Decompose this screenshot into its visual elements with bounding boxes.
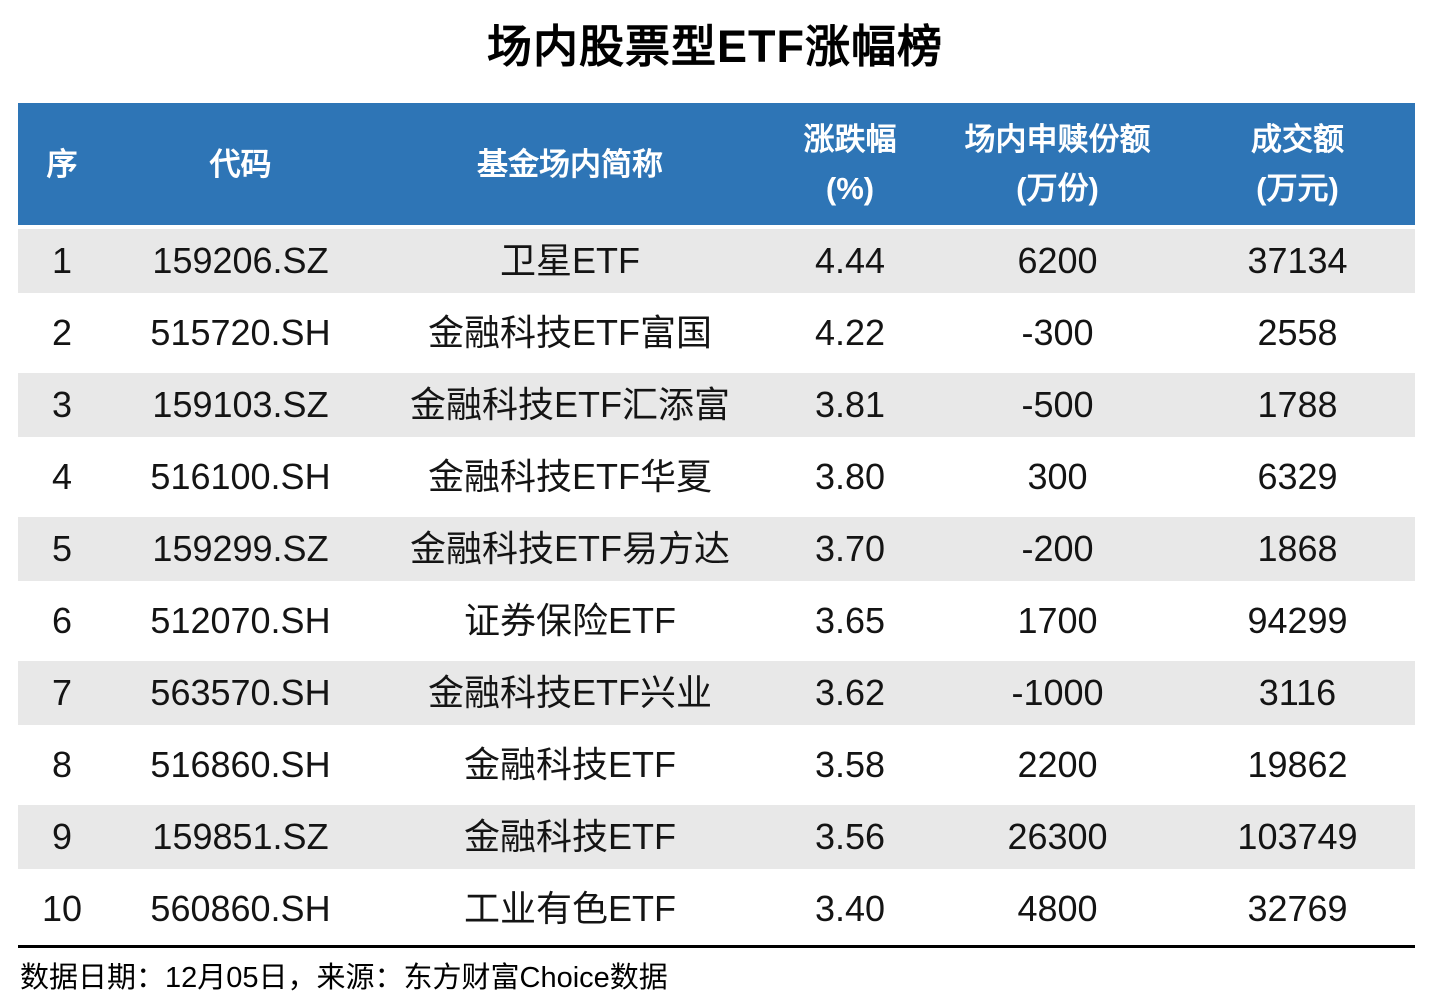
cell-turnover: 32769	[1247, 888, 1348, 929]
cell-turnover: 2558	[1257, 312, 1338, 353]
cell-seq: 2	[51, 312, 73, 353]
cell-seq: 10	[41, 888, 83, 929]
cell-fund-name: 金融科技ETF汇添富	[410, 384, 730, 425]
cell-turnover: 19862	[1247, 744, 1348, 785]
cell-fund-name: 金融科技ETF华夏	[428, 456, 712, 497]
cell-shares: -200	[1021, 528, 1094, 569]
cell-seq: 4	[51, 456, 73, 497]
cell-seq: 6	[51, 600, 73, 641]
footer-divider	[18, 945, 1415, 948]
cell-change: 3.70	[814, 528, 886, 569]
column-header-unit: (万份)	[1016, 171, 1099, 206]
cell-fund-name: 金融科技ETF易方达	[410, 528, 730, 569]
column-header-label: 序	[46, 146, 78, 182]
column-header-shares: 场内申赎份额 (万份)	[935, 103, 1180, 225]
column-header-unit: (万元)	[1256, 171, 1339, 206]
cell-turnover: 3116	[1258, 672, 1337, 713]
cell-change: 3.56	[814, 816, 886, 857]
column-header-seq: 序	[18, 103, 106, 225]
cell-code: 560860.SH	[150, 888, 331, 929]
cell-seq: 5	[51, 528, 73, 569]
cell-code: 159299.SZ	[152, 528, 329, 569]
cell-seq: 7	[51, 672, 73, 713]
cell-seq: 1	[51, 240, 73, 281]
column-header-label: 代码	[209, 146, 272, 182]
data-source-note: 数据日期：12月05日，来源：东方财富Choice数据	[20, 962, 668, 994]
table-row: 6 512070.SH 证券保险ETF 3.65 1700 94299	[18, 585, 1415, 657]
cell-shares: 26300	[1007, 816, 1108, 857]
cell-change: 3.58	[814, 744, 886, 785]
cell-fund-name: 金融科技ETF兴业	[428, 672, 712, 713]
page-title: 场内股票型ETF涨幅榜	[487, 21, 943, 72]
cell-fund-name: 工业有色ETF	[464, 888, 676, 929]
cell-turnover: 94299	[1247, 600, 1348, 641]
cell-turnover: 37134	[1247, 240, 1348, 281]
table-row: 8 516860.SH 金融科技ETF 3.58 2200 19862	[18, 729, 1415, 801]
column-header-fund-name: 基金场内简称	[375, 103, 765, 225]
column-header-unit: (%)	[825, 171, 875, 206]
cell-fund-name: 卫星ETF	[500, 240, 640, 281]
cell-shares: 4800	[1017, 888, 1098, 929]
cell-change: 3.62	[814, 672, 886, 713]
cell-fund-name: 金融科技ETF	[464, 816, 676, 857]
cell-shares: -300	[1021, 312, 1094, 353]
table-row: 10 560860.SH 工业有色ETF 3.40 4800 32769	[18, 873, 1415, 945]
etf-gainers-table: 序 代码 基金场内简称 涨跌幅 (%) 场内申赎份额 (万份) 成交额 (万元)…	[18, 103, 1415, 945]
table-row: 2 515720.SH 金融科技ETF富国 4.22 -300 2558	[18, 297, 1415, 369]
column-header-turnover: 成交额 (万元)	[1180, 103, 1415, 225]
table-row: 4 516100.SH 金融科技ETF华夏 3.80 300 6329	[18, 441, 1415, 513]
cell-code: 563570.SH	[150, 672, 331, 713]
column-header-label: 基金场内简称	[477, 146, 663, 182]
table-row: 9 159851.SZ 金融科技ETF 3.56 26300 103749	[18, 801, 1415, 873]
cell-code: 159851.SZ	[152, 816, 329, 857]
cell-code: 516100.SH	[150, 456, 331, 497]
cell-shares: 300	[1027, 456, 1088, 497]
column-header-label: 场内申赎份额	[964, 122, 1151, 157]
cell-shares: 2200	[1017, 744, 1098, 785]
cell-change: 3.81	[814, 384, 886, 425]
cell-turnover: 103749	[1237, 816, 1358, 857]
cell-change: 3.80	[814, 456, 886, 497]
cell-change: 3.65	[814, 600, 886, 641]
table-row: 5 159299.SZ 金融科技ETF易方达 3.70 -200 1868	[18, 513, 1415, 585]
cell-seq: 8	[51, 744, 73, 785]
table-row: 7 563570.SH 金融科技ETF兴业 3.62 -1000 3116	[18, 657, 1415, 729]
column-header-change: 涨跌幅 (%)	[765, 103, 935, 225]
cell-code: 515720.SH	[150, 312, 331, 353]
column-header-label: 涨跌幅	[803, 122, 897, 157]
column-header-label: 成交额	[1251, 122, 1344, 157]
column-header-code: 代码	[106, 103, 375, 225]
cell-seq: 3	[51, 384, 73, 425]
cell-fund-name: 证券保险ETF	[464, 600, 676, 641]
cell-fund-name: 金融科技ETF	[464, 744, 676, 785]
cell-change: 3.40	[814, 888, 886, 929]
cell-change: 4.44	[814, 240, 886, 281]
cell-shares: -1000	[1011, 672, 1104, 713]
cell-turnover: 1868	[1257, 528, 1338, 569]
cell-code: 512070.SH	[150, 600, 331, 641]
cell-shares: 1700	[1017, 600, 1098, 641]
cell-shares: -500	[1021, 384, 1094, 425]
cell-fund-name: 金融科技ETF富国	[428, 312, 712, 353]
cell-shares: 6200	[1017, 240, 1098, 281]
cell-code: 159206.SZ	[152, 240, 329, 281]
cell-turnover: 1788	[1257, 384, 1338, 425]
table-row: 3 159103.SZ 金融科技ETF汇添富 3.81 -500 1788	[18, 369, 1415, 441]
cell-change: 4.22	[814, 312, 886, 353]
cell-turnover: 6329	[1257, 456, 1338, 497]
cell-code: 159103.SZ	[152, 384, 329, 425]
cell-code: 516860.SH	[150, 744, 331, 785]
table-header-row: 序 代码 基金场内简称 涨跌幅 (%) 场内申赎份额 (万份) 成交额 (万元)	[18, 103, 1415, 225]
cell-seq: 9	[51, 816, 73, 857]
table-row: 1 159206.SZ 卫星ETF 4.44 6200 37134	[18, 225, 1415, 297]
